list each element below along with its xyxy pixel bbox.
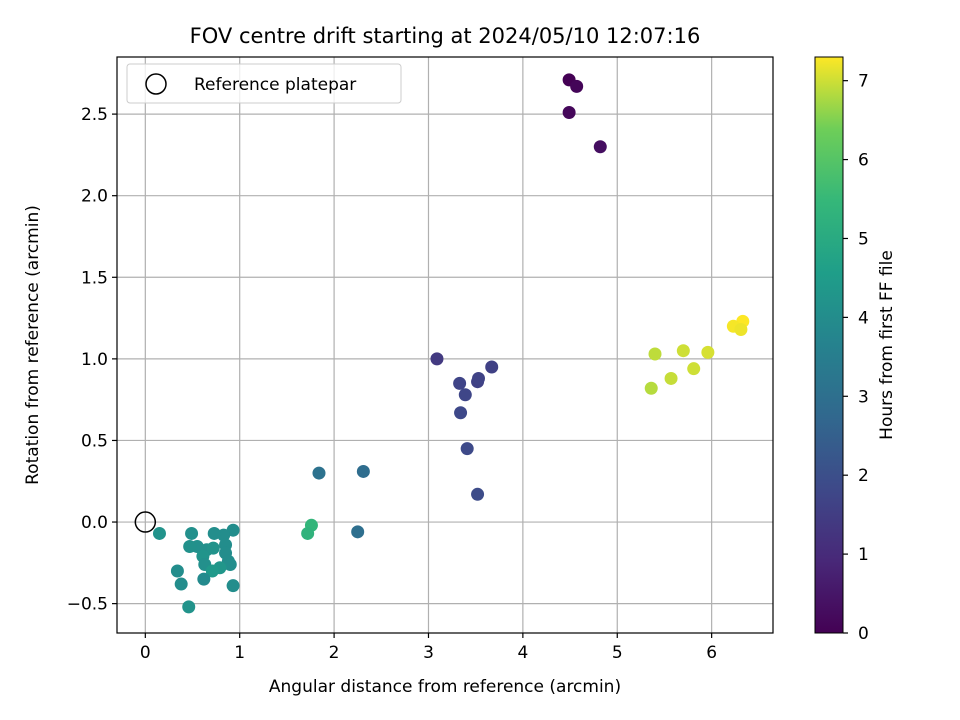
y-tick-label: 1.5: [81, 268, 108, 288]
data-point: [664, 371, 678, 385]
x-tick-label: 5: [612, 643, 623, 663]
data-point: [648, 347, 662, 361]
colorbar-tick-label: 4: [858, 308, 869, 328]
reference-platepar-marker: [134, 511, 157, 533]
colorbar-gradient: [814, 56, 844, 634]
data-point: [471, 487, 485, 501]
data-point: [430, 352, 444, 366]
y-tick-label: 2.5: [81, 105, 108, 125]
data-point: [223, 557, 237, 571]
data-point: [734, 322, 748, 336]
legend: Reference platepar: [126, 63, 402, 104]
colorbar-ticks: 0 1 2 3 4 5 6 7: [843, 72, 869, 644]
colorbar-tick-label: 2: [858, 466, 869, 486]
data-point: [453, 376, 467, 390]
x-tick-label: 2: [329, 643, 340, 663]
data-point: [356, 464, 370, 478]
colorbar-tick-label: 0: [858, 624, 869, 644]
data-point: [182, 600, 196, 614]
y-tick-label: −0.5: [67, 595, 108, 615]
data-point: [207, 526, 221, 540]
data-point: [351, 525, 365, 539]
data-point: [593, 140, 607, 154]
x-tick-label: 6: [706, 643, 717, 663]
data-point: [485, 360, 499, 374]
data-point: [206, 541, 220, 555]
data-point: [152, 526, 166, 540]
data-point: [460, 442, 474, 456]
colorbar-tick-label: 7: [858, 72, 869, 92]
data-point: [644, 381, 658, 395]
data-point: [312, 466, 326, 480]
plot-frame: [116, 56, 774, 634]
data-point: [170, 564, 184, 578]
data-point: [687, 362, 701, 376]
x-tick-label: 4: [517, 643, 528, 663]
x-tick-label: 1: [234, 643, 245, 663]
legend-box: [126, 63, 402, 104]
data-point: [458, 388, 472, 402]
data-point: [174, 577, 188, 591]
data-point: [701, 345, 715, 359]
data-point: [570, 79, 584, 93]
x-tick-label: 0: [140, 643, 151, 663]
data-point: [454, 406, 468, 420]
data-point: [197, 572, 211, 586]
chart-title: FOV centre drift starting at 2024/05/10 …: [190, 24, 701, 48]
colorbar-label: Hours from first FF file: [877, 250, 897, 440]
y-tick-label: 0.0: [81, 513, 108, 533]
colorbar: 0 1 2 3 4 5 6 7 Hours from first FF file: [814, 56, 897, 644]
y-tick-label: 0.5: [81, 431, 108, 451]
grid: [117, 57, 773, 633]
colorbar-tick-label: 5: [858, 229, 869, 249]
data-point: [226, 579, 240, 593]
colorbar-tick-label: 6: [858, 151, 869, 171]
y-tick-label: 2.0: [81, 187, 108, 207]
data-point: [301, 526, 315, 540]
y-tick-label: 1.0: [81, 350, 108, 370]
y-axis-label: Rotation from reference (arcmin): [23, 205, 43, 485]
data-point: [562, 105, 576, 119]
data-point: [472, 371, 486, 385]
x-tick-label: 3: [423, 643, 434, 663]
axis-ticks: 0 1 2 3 4 5 6 −0.5 0.0 0.5 1.0 1.5 2.0 2.5: [67, 105, 717, 663]
data-point: [205, 564, 219, 578]
legend-label: Reference platepar: [194, 75, 356, 95]
colorbar-tick-label: 1: [858, 545, 869, 565]
legend-marker: [145, 73, 167, 95]
colorbar-tick-label: 3: [858, 387, 869, 407]
data-point: [183, 540, 197, 554]
x-axis-label: Angular distance from reference (arcmin): [269, 677, 621, 697]
scatter-points: [134, 73, 750, 614]
data-point: [185, 526, 199, 540]
data-point: [676, 344, 690, 358]
